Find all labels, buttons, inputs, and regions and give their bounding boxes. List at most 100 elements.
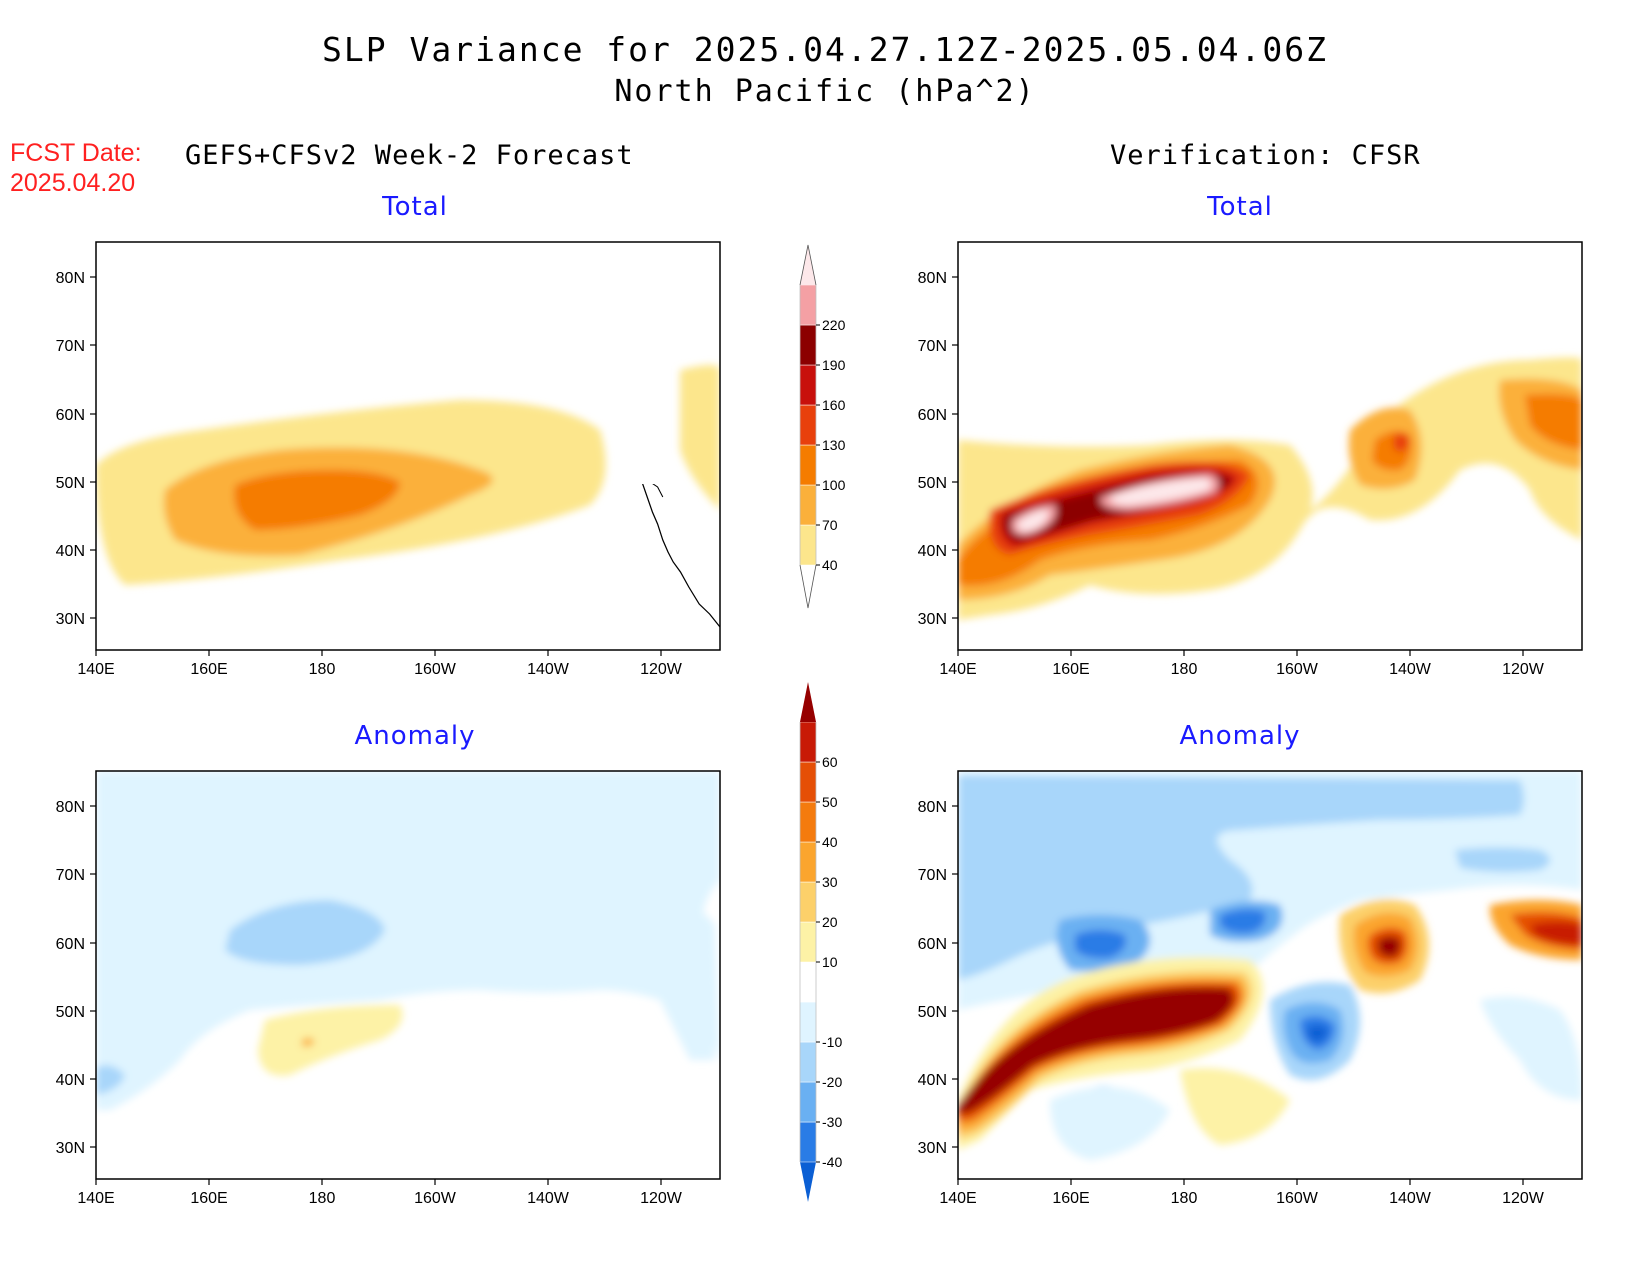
panel-title-forecast-anomaly: Anomaly — [354, 721, 476, 751]
lat-tick-label: 60N — [918, 407, 947, 424]
colorbar-swatch — [799, 881, 817, 923]
verification-header: Verification: CFSR — [1110, 140, 1421, 171]
lon-tick-label: 160W — [414, 661, 457, 678]
panel-title-verification-total: Total — [1207, 192, 1273, 222]
colorbar-swatch — [799, 801, 817, 843]
lat-tick-label: 30N — [918, 1140, 947, 1157]
lon-tick-label: 140E — [77, 661, 114, 678]
lon-tick-label: 160E — [1052, 661, 1089, 678]
colorbar-total-label: 100 — [822, 477, 846, 493]
lat-tick-label: 40N — [918, 1072, 947, 1089]
lat-tick-label: 30N — [918, 611, 947, 628]
lat-tick-label: 80N — [56, 799, 85, 816]
lon-tick-label: 160W — [414, 1190, 457, 1207]
colorbar-swatch — [799, 324, 817, 366]
lon-tick-label: 140W — [527, 661, 570, 678]
colorbar-swatch — [799, 524, 817, 566]
lon-tick-label: 120W — [640, 1190, 683, 1207]
colorbar-swatch — [799, 1121, 817, 1163]
colorbar-anomaly-label: 50 — [822, 794, 838, 810]
lon-tick-label: 180 — [309, 1190, 336, 1207]
lon-tick-label: 160E — [190, 661, 227, 678]
colorbar-swatch — [799, 841, 817, 883]
lon-tick-label: 120W — [1502, 1190, 1545, 1207]
colorbar-swatch — [799, 1081, 817, 1123]
colorbar-swatch — [799, 284, 817, 326]
colorbar-anomaly-label: 10 — [822, 954, 838, 970]
fcst-date: FCST Date: 2025.04.20 — [10, 138, 142, 198]
lat-tick-label: 80N — [56, 270, 85, 287]
lon-tick-label: 120W — [1502, 661, 1545, 678]
colorbar-swatch — [799, 721, 817, 763]
lat-tick-label: 70N — [918, 338, 947, 355]
lat-tick-label: 60N — [56, 936, 85, 953]
lon-tick-label: 160W — [1276, 661, 1319, 678]
lon-tick-label: 180 — [1171, 661, 1198, 678]
colorbar-swatch — [799, 404, 817, 446]
forecast-total-map — [95, 241, 721, 651]
colorbar-swatch — [799, 761, 817, 803]
verification-anomaly-map — [957, 770, 1583, 1180]
lat-tick-label: 50N — [56, 1004, 85, 1021]
forecast-anomaly-map — [95, 770, 721, 1180]
lon-tick-label: 140W — [527, 1190, 570, 1207]
colorbar-total-label: 70 — [822, 517, 838, 533]
lat-tick-label: 60N — [56, 407, 85, 424]
colorbar-swatch — [799, 484, 817, 526]
lon-tick-label: 140E — [77, 1190, 114, 1207]
colorbar-swatch — [799, 364, 817, 406]
colorbar-anomaly: -40 -30 -20 -10 10 20 30 40 50 60 — [799, 682, 842, 1202]
lat-tick-label: 80N — [918, 270, 947, 287]
colorbar-anomaly-label: -10 — [822, 1034, 842, 1050]
forecast-header: GEFS+CFSv2 Week-2 Forecast — [185, 140, 634, 171]
main-subtitle: North Pacific (hPa^2) — [614, 74, 1036, 109]
main-title: SLP Variance for 2025.04.27.12Z-2025.05.… — [322, 30, 1328, 69]
panel-title-verification-anomaly: Anomaly — [1179, 721, 1301, 751]
lon-tick-label: 180 — [309, 661, 336, 678]
lat-tick-label: 70N — [56, 338, 85, 355]
lat-tick-label: 40N — [56, 1072, 85, 1089]
colorbar-anomaly-label: -40 — [822, 1154, 842, 1170]
lat-tick-label: 40N — [56, 543, 85, 560]
colorbar-total-label: 130 — [822, 437, 846, 453]
lat-tick-label: 30N — [56, 1140, 85, 1157]
colorbar-swatch — [800, 1162, 816, 1202]
colorbar-anomaly-label: -30 — [822, 1114, 842, 1130]
lat-tick-label: 30N — [56, 611, 85, 628]
lon-tick-label: 140W — [1389, 661, 1432, 678]
lat-tick-label: 40N — [918, 543, 947, 560]
fcst-date-value: 2025.04.20 — [10, 169, 136, 197]
colorbar-total-label: 160 — [822, 397, 846, 413]
colorbar-swatch — [799, 1001, 817, 1043]
lon-tick-label: 140W — [1389, 1190, 1432, 1207]
lat-tick-label: 80N — [918, 799, 947, 816]
colorbar-anomaly-label: -20 — [822, 1074, 842, 1090]
lon-tick-label: 160W — [1276, 1190, 1319, 1207]
colorbar-total-label: 40 — [822, 557, 838, 573]
colorbar-swatch — [799, 444, 817, 486]
colorbar-anomaly-label: 40 — [822, 834, 838, 850]
colorbar-total-label: 190 — [822, 357, 846, 373]
colorbar-anomaly-label: 30 — [822, 874, 838, 890]
colorbar-swatch — [799, 961, 817, 1003]
lon-tick-label: 180 — [1171, 1190, 1198, 1207]
colorbar-total: 40 70 100 130 160 190 220 — [799, 244, 846, 609]
colorbar-swatch — [800, 682, 816, 722]
lon-tick-label: 140E — [939, 1190, 976, 1207]
colorbar-anomaly-label: 20 — [822, 914, 838, 930]
colorbar-swatch — [799, 1041, 817, 1083]
colorbar-total-label: 220 — [822, 317, 846, 333]
lon-tick-label: 160E — [1052, 1190, 1089, 1207]
colorbar-swatch — [799, 921, 817, 963]
lat-tick-label: 50N — [918, 1004, 947, 1021]
verification-total-map — [957, 241, 1583, 651]
lat-tick-label: 70N — [918, 867, 947, 884]
lat-tick-label: 50N — [56, 475, 85, 492]
lon-tick-label: 120W — [640, 661, 683, 678]
fcst-date-label: FCST Date: — [10, 139, 142, 167]
lon-tick-label: 160E — [190, 1190, 227, 1207]
panel-title-forecast-total: Total — [382, 192, 448, 222]
lat-tick-label: 50N — [918, 475, 947, 492]
colorbar-anomaly-label: 60 — [822, 754, 838, 770]
